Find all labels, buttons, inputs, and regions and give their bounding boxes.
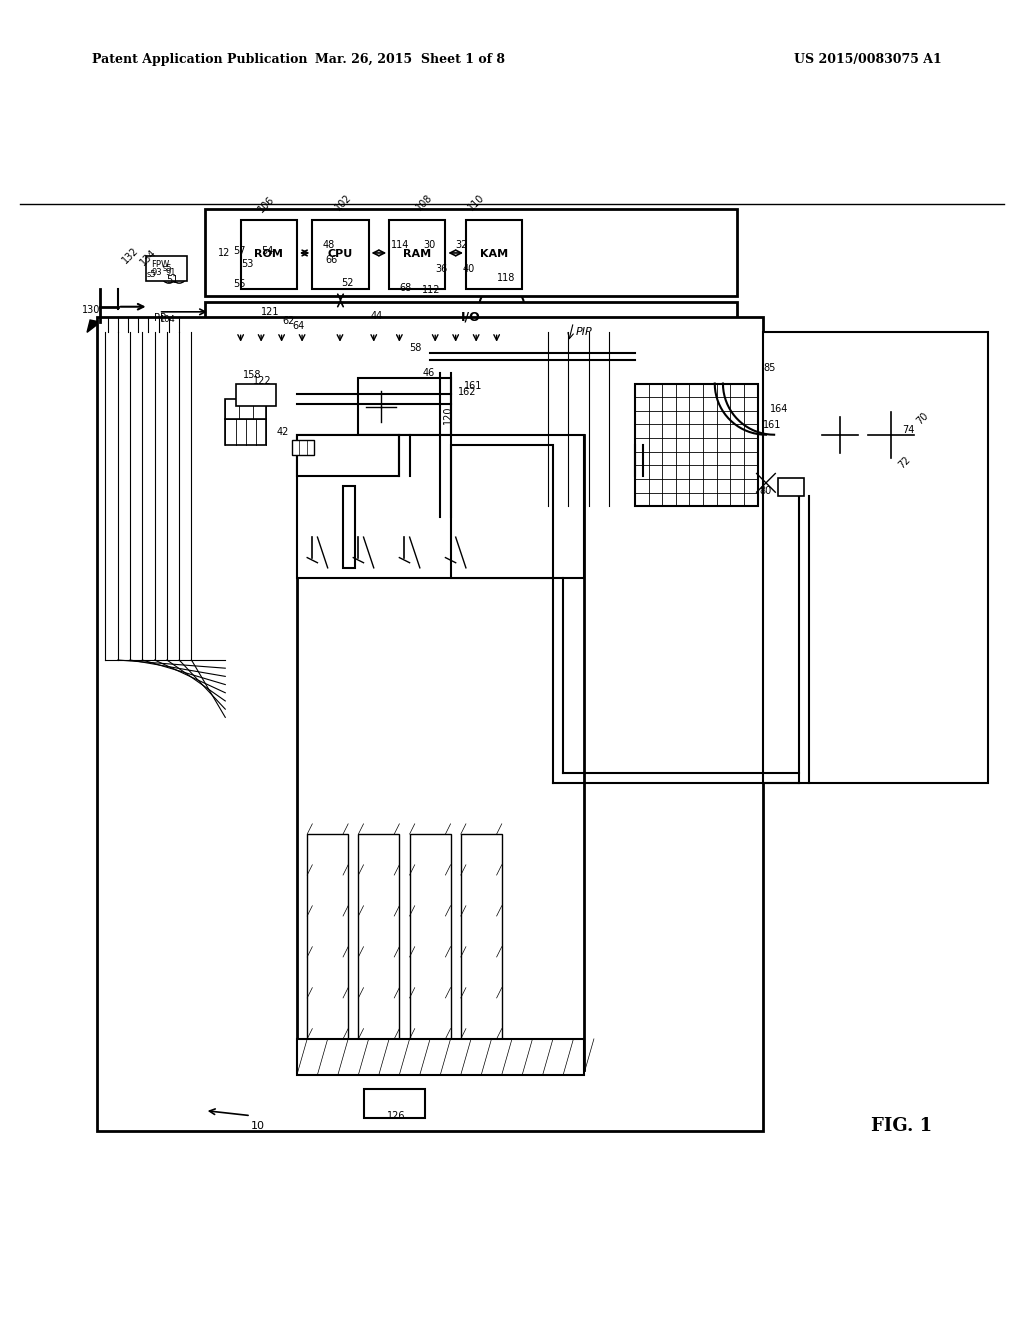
Text: 51: 51 bbox=[166, 275, 178, 285]
Text: Mar. 26, 2015  Sheet 1 of 8: Mar. 26, 2015 Sheet 1 of 8 bbox=[314, 53, 505, 66]
Text: 54: 54 bbox=[261, 246, 273, 256]
Text: s5: s5 bbox=[162, 264, 172, 273]
Bar bbox=[763, 333, 988, 783]
Text: 70: 70 bbox=[914, 411, 930, 426]
Text: 104: 104 bbox=[159, 315, 174, 325]
Text: 12: 12 bbox=[218, 248, 230, 257]
Text: CPU: CPU bbox=[328, 249, 353, 260]
Text: 52: 52 bbox=[341, 279, 353, 288]
Bar bbox=[241, 219, 297, 289]
Text: 53: 53 bbox=[242, 259, 254, 269]
Text: 134: 134 bbox=[138, 248, 159, 268]
Text: 48: 48 bbox=[323, 240, 335, 251]
Bar bbox=[343, 486, 355, 568]
Text: FPW: FPW bbox=[152, 260, 170, 269]
Text: 58: 58 bbox=[410, 343, 422, 352]
Text: 121: 121 bbox=[261, 308, 280, 317]
Bar bbox=[358, 834, 399, 1039]
Text: 40: 40 bbox=[463, 264, 475, 275]
Text: 93: 93 bbox=[152, 268, 162, 277]
Bar bbox=[297, 1039, 584, 1074]
Text: 74: 74 bbox=[902, 425, 914, 434]
Bar bbox=[312, 219, 369, 289]
Text: 164: 164 bbox=[770, 404, 788, 414]
Bar bbox=[466, 219, 522, 289]
Text: 57: 57 bbox=[233, 246, 246, 256]
Text: 130: 130 bbox=[82, 305, 100, 314]
Text: 72: 72 bbox=[897, 454, 913, 470]
Text: 36: 36 bbox=[435, 264, 447, 275]
Text: 30: 30 bbox=[423, 240, 435, 251]
Text: 118: 118 bbox=[497, 273, 515, 284]
Text: 106: 106 bbox=[256, 194, 276, 215]
Bar bbox=[358, 379, 451, 434]
Text: 80: 80 bbox=[760, 486, 772, 496]
Text: 62: 62 bbox=[283, 317, 295, 326]
Text: 158: 158 bbox=[243, 371, 261, 380]
Text: PIP: PIP bbox=[575, 327, 592, 338]
Text: 91: 91 bbox=[166, 268, 176, 277]
Text: s5: s5 bbox=[146, 271, 156, 279]
Bar bbox=[292, 440, 314, 455]
Text: 120: 120 bbox=[443, 407, 454, 425]
Text: I/O: I/O bbox=[461, 310, 481, 323]
Bar bbox=[364, 1089, 425, 1118]
Text: Patent Application Publication: Patent Application Publication bbox=[92, 53, 307, 66]
Bar bbox=[225, 420, 266, 445]
Bar bbox=[294, 380, 310, 397]
Bar bbox=[297, 434, 399, 475]
Text: 112: 112 bbox=[422, 285, 440, 296]
Text: 10: 10 bbox=[251, 1121, 265, 1131]
Bar bbox=[225, 399, 266, 420]
Text: US 2015/0083075 A1: US 2015/0083075 A1 bbox=[795, 53, 942, 66]
Bar bbox=[635, 384, 758, 507]
Text: 132: 132 bbox=[120, 246, 140, 265]
Bar bbox=[778, 478, 804, 496]
Text: 64: 64 bbox=[292, 321, 304, 331]
Text: PP: PP bbox=[154, 313, 166, 323]
Bar bbox=[451, 445, 553, 578]
Text: 114: 114 bbox=[391, 240, 410, 251]
Bar bbox=[236, 384, 276, 407]
Text: 44: 44 bbox=[371, 312, 383, 321]
Bar bbox=[461, 834, 502, 1039]
Bar bbox=[146, 256, 187, 281]
Text: 32: 32 bbox=[456, 240, 468, 251]
Bar bbox=[413, 391, 443, 422]
Text: 162: 162 bbox=[458, 387, 476, 397]
Bar bbox=[97, 317, 763, 1131]
Bar bbox=[297, 434, 584, 578]
Bar bbox=[205, 301, 737, 333]
Text: 161: 161 bbox=[763, 420, 781, 429]
Polygon shape bbox=[87, 319, 100, 333]
Text: 46: 46 bbox=[423, 368, 435, 379]
Text: 42: 42 bbox=[276, 426, 289, 437]
Text: 110: 110 bbox=[466, 193, 486, 213]
Text: FIG. 1: FIG. 1 bbox=[870, 1117, 932, 1135]
Text: 66: 66 bbox=[326, 255, 338, 265]
Text: 161: 161 bbox=[464, 380, 482, 391]
Text: KAM: KAM bbox=[480, 249, 508, 260]
Text: 55: 55 bbox=[233, 280, 246, 289]
Text: 68: 68 bbox=[399, 284, 412, 293]
Text: 102: 102 bbox=[333, 193, 353, 213]
Bar bbox=[297, 434, 584, 1069]
Bar bbox=[389, 219, 445, 289]
Text: 108: 108 bbox=[415, 193, 435, 213]
Text: 122: 122 bbox=[253, 376, 271, 385]
Text: 126: 126 bbox=[387, 1111, 406, 1121]
Bar bbox=[307, 834, 348, 1039]
Text: ROM: ROM bbox=[254, 249, 284, 260]
Bar bbox=[205, 210, 737, 297]
Bar bbox=[410, 834, 451, 1039]
Text: RAM: RAM bbox=[403, 249, 431, 260]
Text: 85: 85 bbox=[763, 363, 775, 374]
